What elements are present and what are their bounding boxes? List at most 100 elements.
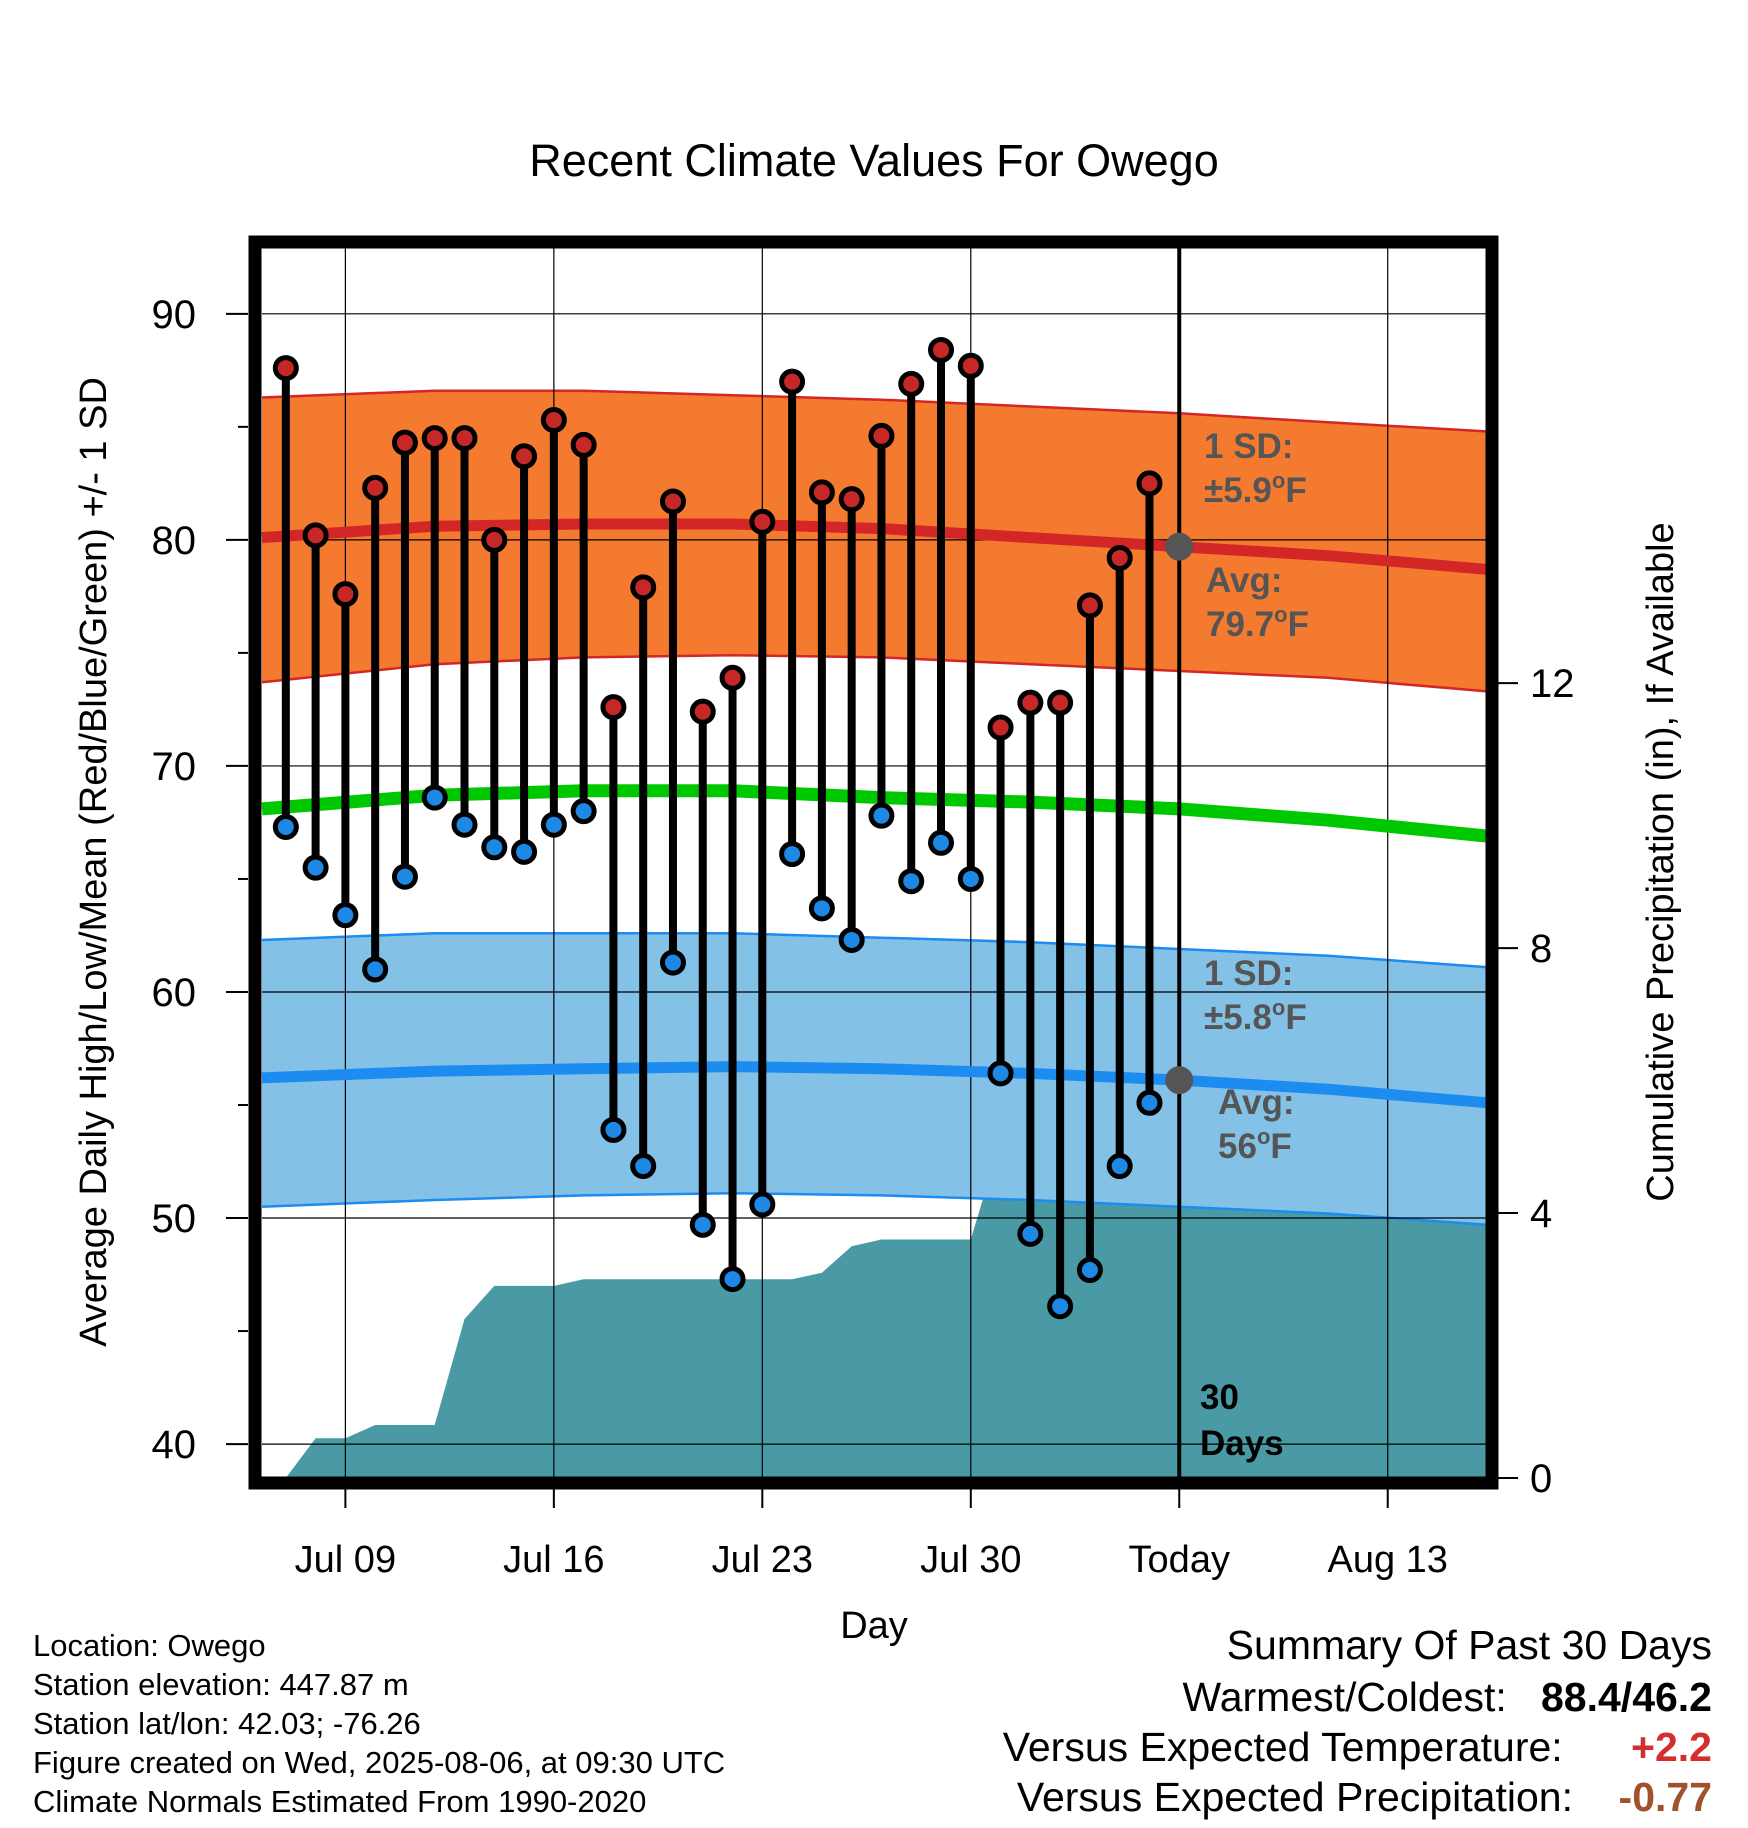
daily-bars <box>272 336 1163 1320</box>
low-point <box>987 1060 1014 1087</box>
y-tick-label: 70 <box>152 745 197 789</box>
high-point <box>600 694 627 721</box>
summary-temp-row: Versus Expected Temperature: +2.2 <box>1003 1724 1712 1771</box>
high-average-annotation: Avg:79.7oF <box>1206 561 1309 644</box>
high-average-annotation-value: 79.7oF <box>1206 602 1309 644</box>
low-point <box>659 949 686 976</box>
high-average-annotation-label: Avg: <box>1206 561 1282 600</box>
high-point <box>630 574 657 601</box>
footer-elevation: Station elevation: 447.87 m <box>33 1667 409 1702</box>
period-label-unit: Days <box>1200 1424 1284 1463</box>
low-point <box>779 841 806 868</box>
y2-axis-label: Cumulative Precipitation (in), If Availa… <box>1640 522 1682 1201</box>
high-point <box>391 429 418 456</box>
x-axis-label: Day <box>840 1605 908 1647</box>
y-axis: 40 50 60 70 80 90 <box>152 293 248 1467</box>
low-point <box>1017 1220 1044 1247</box>
today-low-average-marker <box>1165 1066 1194 1095</box>
high-point <box>570 431 597 458</box>
high-point <box>868 422 895 449</box>
period-label-number: 30 <box>1200 1378 1239 1417</box>
low-point <box>600 1116 627 1143</box>
x-axis: Jul 09 Jul 16 Jul 23 Jul 30 Today Aug 13 <box>295 1489 1448 1581</box>
y-tick-label: 60 <box>152 971 197 1015</box>
high-point <box>957 352 984 379</box>
high-point <box>659 488 686 515</box>
low-point <box>391 863 418 890</box>
summary-temp-value: +2.2 <box>1631 1724 1712 1770</box>
high-point <box>421 425 448 452</box>
low-point <box>1106 1153 1133 1180</box>
high-point <box>1047 689 1074 716</box>
high-point <box>302 522 329 549</box>
high-point <box>1106 544 1133 571</box>
chart-title: Recent Climate Values For Owego <box>529 135 1218 186</box>
high-sd-annotation-value: ±5.9oF <box>1204 468 1307 510</box>
low-point <box>719 1266 746 1293</box>
summary-precip-label: Versus Expected Precipitation: <box>1016 1774 1573 1820</box>
low-average-annotation-value: 56oF <box>1218 1124 1292 1166</box>
high-point <box>719 664 746 691</box>
plot-frame <box>248 235 1499 1490</box>
high-point <box>1136 470 1163 497</box>
footer-location: Location: Owego <box>33 1628 266 1663</box>
y2-tick-label: 8 <box>1530 927 1552 971</box>
y-tick-label: 40 <box>152 1423 197 1467</box>
footer-normals: Climate Normals Estimated From 1990-2020 <box>33 1784 647 1819</box>
high-point <box>540 407 567 434</box>
low-point <box>511 838 538 865</box>
high-point <box>808 479 835 506</box>
y2-tick-label: 4 <box>1530 1192 1552 1236</box>
low-point <box>570 798 597 825</box>
low-point <box>421 784 448 811</box>
high-point <box>451 425 478 452</box>
summary-warmest-value: 88.4/46.2 <box>1541 1674 1712 1720</box>
summary-warmest-row: Warmest/Coldest: 88.4/46.2 <box>1183 1674 1712 1721</box>
summary-temp-label: Versus Expected Temperature: <box>1002 1724 1563 1770</box>
low-sd-annotation: 1 SD:±5.8oF <box>1204 954 1307 1037</box>
low-point <box>898 868 925 895</box>
low-point <box>957 865 984 892</box>
low-point <box>928 829 955 856</box>
summary-precip-row: Versus Expected Precipitation: -0.77 <box>1017 1774 1712 1821</box>
high-point <box>511 443 538 470</box>
low-sd-lower-line <box>261 1191 1487 1227</box>
x-tick-label: Aug 13 <box>1327 1539 1447 1581</box>
y2-axis: 0 4 8 12 <box>1498 662 1575 1501</box>
low-point <box>451 811 478 838</box>
low-point <box>1047 1293 1074 1320</box>
low-point <box>630 1153 657 1180</box>
x-tick-label: Jul 16 <box>503 1539 604 1581</box>
high-point <box>362 474 389 501</box>
low-sd-annotation-value: ±5.8oF <box>1204 995 1307 1037</box>
high-sd-annotation: 1 SD:±5.9oF <box>1204 427 1307 510</box>
low-point <box>838 926 865 953</box>
low-average-annotation-label: Avg: <box>1218 1083 1294 1122</box>
low-sd-annotation-label: 1 SD: <box>1204 954 1293 993</box>
low-average-annotation: Avg:56oF <box>1218 1083 1294 1166</box>
low-sd-band <box>262 933 1486 1225</box>
low-point <box>1076 1257 1103 1284</box>
footer-latlon: Station lat/lon: 42.03; -76.26 <box>33 1706 421 1741</box>
high-point <box>898 370 925 397</box>
y-tick-label: 80 <box>152 519 197 563</box>
high-sd-upper-line <box>261 389 1487 433</box>
low-point <box>808 895 835 922</box>
high-point <box>481 526 508 553</box>
high-sd-annotation-label: 1 SD: <box>1204 427 1293 466</box>
low-point <box>1136 1089 1163 1116</box>
low-sd-upper-line <box>261 931 1487 969</box>
low-average-line <box>261 1061 1487 1109</box>
y-tick-label: 90 <box>152 293 197 337</box>
high-point <box>689 698 716 725</box>
low-point <box>481 834 508 861</box>
low-point <box>302 854 329 881</box>
summary-warmest-label: Warmest/Coldest: <box>1182 1674 1507 1720</box>
high-point <box>272 355 299 382</box>
x-tick-label: Jul 23 <box>712 1539 813 1581</box>
low-point <box>272 813 299 840</box>
high-point <box>332 581 359 608</box>
y-axis-label: Average Daily High/Low/Mean (Red/Blue/Gr… <box>73 377 115 1347</box>
low-point <box>749 1191 776 1218</box>
high-point <box>1017 689 1044 716</box>
